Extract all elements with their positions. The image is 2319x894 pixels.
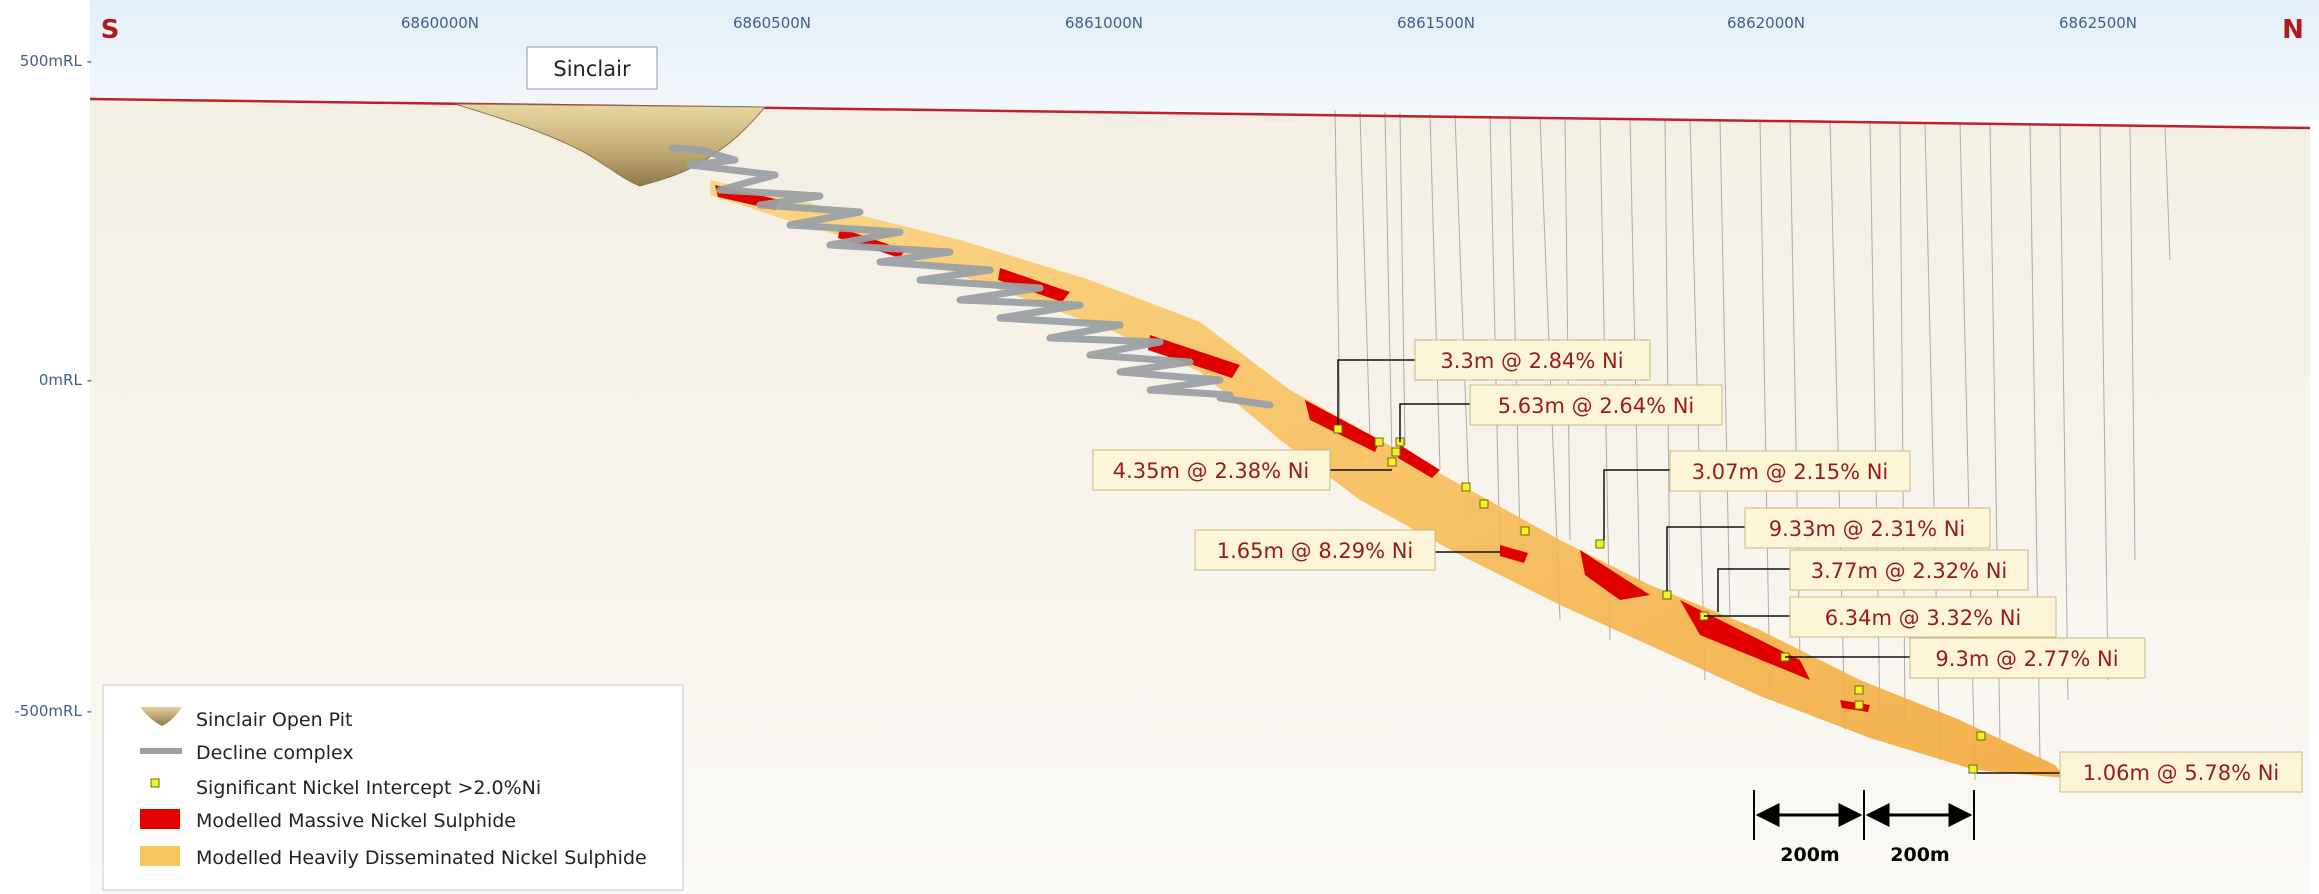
intercept-marker [1520,526,1530,536]
legend-label-disseminated: Modelled Heavily Disseminated Nickel Sul… [196,847,647,869]
massive-lens [1398,445,1440,478]
north-marker: N [2282,15,2304,45]
intercept-marker [1854,685,1864,695]
intercept-marker [1662,590,1672,600]
intercept-marker [1854,700,1864,710]
leader-lines [1330,359,2060,774]
legend-label-massive: Modelled Massive Nickel Sulphide [196,810,516,832]
massive-lens [1680,600,1810,680]
intercept-markers [1333,424,1986,774]
intercept-text: 5.63m @ 2.64% Ni [1498,394,1695,418]
intercept-marker [1976,731,1986,741]
intercept-callout: 6.34m @ 3.32% Ni [1789,596,2057,638]
drill-hole-trace [1664,118,1671,601]
intercept-callout: 1.65m @ 8.29% Ni [1194,529,1436,571]
intercept-callout: 9.33m @ 2.31% Ni [1744,507,1991,549]
sky-band [90,0,2319,120]
intercept-marker [1374,437,1384,447]
drill-holes [1334,109,2171,781]
elevation-label: 500mRL - [20,52,92,70]
intercept-text: 3.77m @ 2.32% Ni [1811,559,2008,583]
scale-bar: 200m 200m [1753,790,1975,866]
drill-hole-trace [1399,112,1406,446]
intercept-marker [1461,482,1471,492]
legend-label-decline: Decline complex [196,742,354,764]
intercept-text: 3.07m @ 2.15% Ni [1692,460,1889,484]
elevation-label: -500mRL - [14,702,92,720]
intercept-callout: 3.3m @ 2.84% Ni [1414,339,1651,381]
drill-hole-trace [1334,109,1341,431]
intercept-marker [1387,457,1397,467]
drill-hole-trace [2164,125,2171,261]
intercept-text: 9.33m @ 2.31% Ni [1769,517,1966,541]
intercept-text: 9.3m @ 2.77% Ni [1935,647,2118,671]
intercept-text: 1.06m @ 5.78% Ni [2083,761,2280,785]
intercept-callout: 9.3m @ 2.77% Ni [1909,637,2146,679]
intercept-callout: 4.35m @ 2.38% Ni [1092,449,1331,491]
drill-hole-trace [1564,116,1571,541]
northing-label: 6862500N [2059,14,2137,32]
drill-hole-trace [2129,125,2136,561]
intercept-marker [1479,499,1489,509]
intercept-text: 4.35m @ 2.38% Ni [1113,459,1310,483]
pit-label: Sinclair [553,57,631,81]
intercept-text: 1.65m @ 8.29% Ni [1217,539,1414,563]
drill-hole-trace [1509,115,1521,541]
drill-hole-trace [1759,119,1771,701]
leader-line [1337,359,1415,425]
legend-box [102,684,684,891]
disseminated-swatch [140,846,180,866]
drill-hole-trace [1454,114,1471,521]
intercept-callout: 5.63m @ 2.64% Ni [1469,384,1723,426]
intercept-callout: 1.06m @ 5.78% Ni [2059,751,2303,793]
massive-swatch [140,809,180,829]
drill-hole-trace [2099,124,2109,681]
open-pit-swatch [140,707,182,726]
massive-lens [1500,545,1528,563]
northing-label: 6860000N [401,14,479,32]
intercept-callout: 3.07m @ 2.15% Ni [1669,450,1911,492]
leader-line [1603,469,1670,540]
drill-hole-trace [1384,111,1393,461]
intercept-marker [1391,447,1401,457]
drill-hole-trace [1719,119,1731,621]
legend-label-intercept: Significant Nickel Intercept >2.0%Ni [196,777,541,799]
south-marker: S [101,15,120,45]
northing-label: 6860500N [733,14,811,32]
intercept-text: 6.34m @ 3.32% Ni [1825,606,2022,630]
legend-label-open-pit: Sinclair Open Pit [196,709,352,731]
intercept-labels: 3.3m @ 2.84% Ni 5.63m @ 2.64% Ni 4.35m @… [1092,339,2303,793]
massive-lens [1148,335,1240,378]
massive-lens [1580,550,1650,600]
elevation-label: 0mRL - [39,371,92,389]
intercept-marker [1595,539,1605,549]
intercept-swatch [150,778,160,788]
drill-hole-trace [1489,114,1501,561]
pit-label-box: Sinclair [526,46,658,90]
leader-line [1666,526,1745,591]
drill-hole-trace [1359,111,1371,441]
intercept-text: 3.3m @ 2.84% Ni [1440,349,1623,373]
elevation-axis: 500mRL - 0mRL - -500mRL - [14,52,92,720]
legend: Sinclair Open Pit Decline complex Signif… [102,684,684,891]
intercept-marker [1968,764,1978,774]
drill-hole-trace [1429,113,1441,471]
drill-hole-trace [2059,124,2069,701]
scale-bar-label: 200m [1780,844,1839,866]
leader-line [1717,568,1790,612]
decline-complex [668,144,1274,409]
intercept-marker [1333,424,1343,434]
northing-label: 6862000N [1727,14,1805,32]
northing-axis: 6860000N 6860500N 6861000N 6861500N 6862… [401,14,2137,32]
northing-label: 6861500N [1397,14,1475,32]
scale-bar-label: 200m [1890,844,1949,866]
intercept-callout: 3.77m @ 2.32% Ni [1789,549,2029,591]
northing-label: 6861000N [1065,14,1143,32]
leader-line [1399,403,1470,442]
